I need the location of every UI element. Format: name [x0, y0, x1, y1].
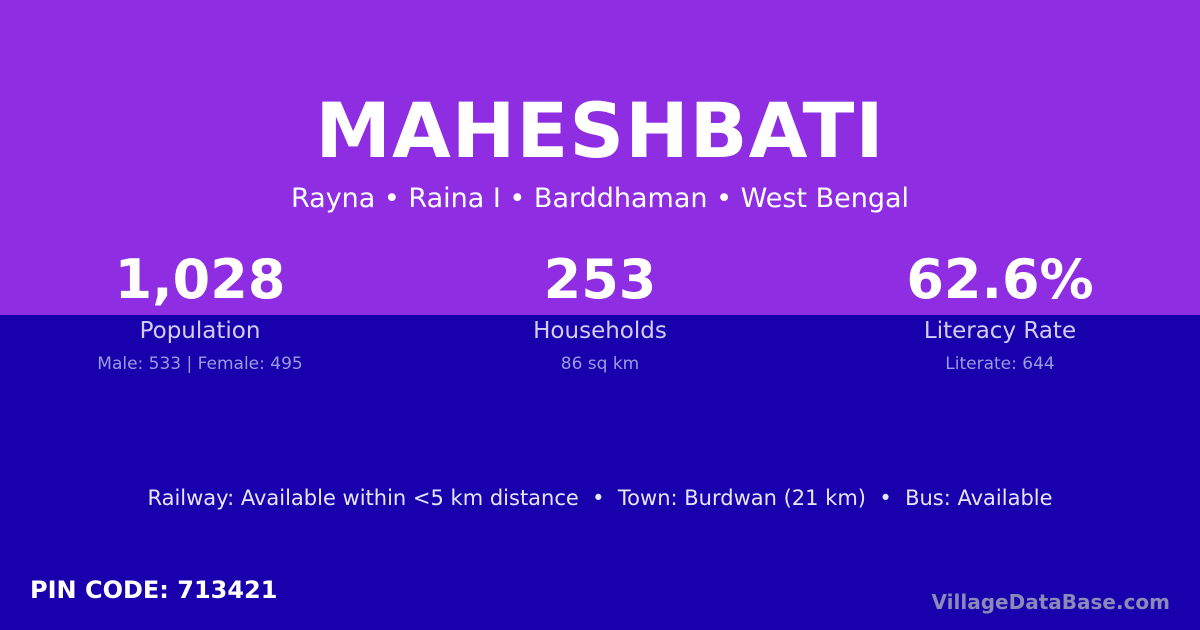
stat-detail: 86 sq km: [560, 354, 640, 374]
brand-logo: VillageDataBase.com: [931, 590, 1170, 614]
pin-code: PIN CODE: 713421: [30, 576, 278, 604]
stat-households: 253 Households 86 sq km: [400, 248, 800, 375]
stat-literacy: 62.6% Literacy Rate Literate: 644: [800, 248, 1200, 375]
stat-label: Households: [533, 318, 667, 344]
stat-value: 62.6%: [906, 248, 1094, 311]
stat-label: Population: [139, 318, 261, 344]
stat-value: 253: [543, 248, 657, 311]
header-band: [0, 0, 1200, 315]
village-name: MAHESHBATI: [315, 86, 885, 175]
location-breadcrumb: Rayna • Raina I • Barddhaman • West Beng…: [290, 183, 910, 214]
stat-detail: Male: 533 | Female: 495: [97, 354, 303, 374]
stat-detail: Literate: 644: [945, 354, 1055, 374]
facilities-line: Railway: Available within <5 km distance…: [147, 486, 1053, 510]
stat-population: 1,028 Population Male: 533 | Female: 495: [0, 248, 400, 375]
stat-value: 1,028: [114, 248, 286, 311]
stat-label: Literacy Rate: [923, 318, 1077, 344]
